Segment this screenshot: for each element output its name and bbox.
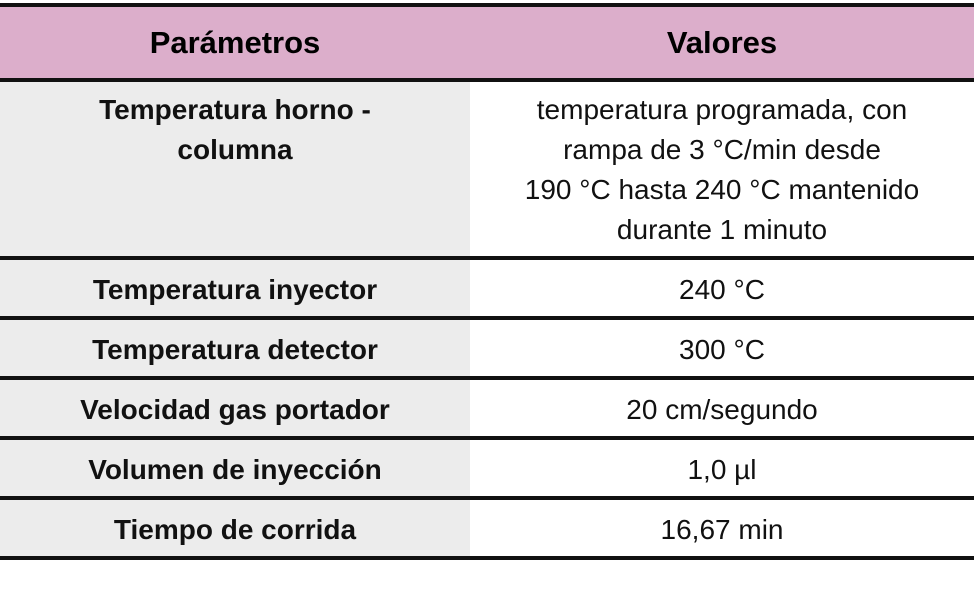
row-rule bbox=[0, 556, 974, 560]
table-cell: 1,0 µl bbox=[470, 438, 974, 498]
header-cell: Valores bbox=[470, 5, 974, 80]
table-row: Temperatura detector 300 °C bbox=[0, 318, 974, 378]
table-cell: temperatura programada, con rampa de 3 °C… bbox=[470, 80, 974, 258]
table-cell: 16,67 min bbox=[470, 498, 974, 558]
table-cell: Volumen de inyección bbox=[0, 438, 470, 498]
cell-line: durante 1 minuto bbox=[616, 214, 828, 245]
table-row: Volumen de inyección 1,0 µl bbox=[0, 438, 974, 498]
header-cell: Parámetros bbox=[0, 5, 470, 80]
row-rule bbox=[0, 496, 974, 500]
table-cell: Temperatura horno - columna bbox=[0, 80, 470, 258]
cell-line: rampa de 3 °C/min desde bbox=[563, 134, 881, 165]
row-rule bbox=[0, 3, 974, 7]
row-rule bbox=[0, 436, 974, 440]
row-rule bbox=[0, 78, 974, 82]
table-row: Velocidad gas portador 20 cm/segundo bbox=[0, 378, 974, 438]
table-cell: 300 °C bbox=[470, 318, 974, 378]
table-row: Temperatura inyector 240 °C bbox=[0, 258, 974, 318]
cell-line: 190 °C hasta 240 °C mantenido bbox=[524, 174, 920, 205]
table-cell: Temperatura inyector bbox=[0, 258, 470, 318]
cell-line: Temperatura horno - bbox=[99, 94, 371, 125]
row-rule bbox=[0, 376, 974, 380]
cell-line: temperatura programada, con bbox=[536, 94, 908, 125]
table-cell: Velocidad gas portador bbox=[0, 378, 470, 438]
table-cell: 20 cm/segundo bbox=[470, 378, 974, 438]
table-cell: Temperatura detector bbox=[0, 318, 470, 378]
table-row: Temperatura horno - columna temperatura pr… bbox=[0, 80, 974, 258]
row-rule bbox=[0, 316, 974, 320]
cell-line: columna bbox=[177, 134, 293, 165]
table-row: Tiempo de corrida 16,67 min bbox=[0, 498, 974, 558]
header-row: Parámetros Valores bbox=[0, 5, 974, 80]
row-rule bbox=[0, 256, 974, 260]
table-cell: 240 °C bbox=[470, 258, 974, 318]
table-cell: Tiempo de corrida bbox=[0, 498, 470, 558]
